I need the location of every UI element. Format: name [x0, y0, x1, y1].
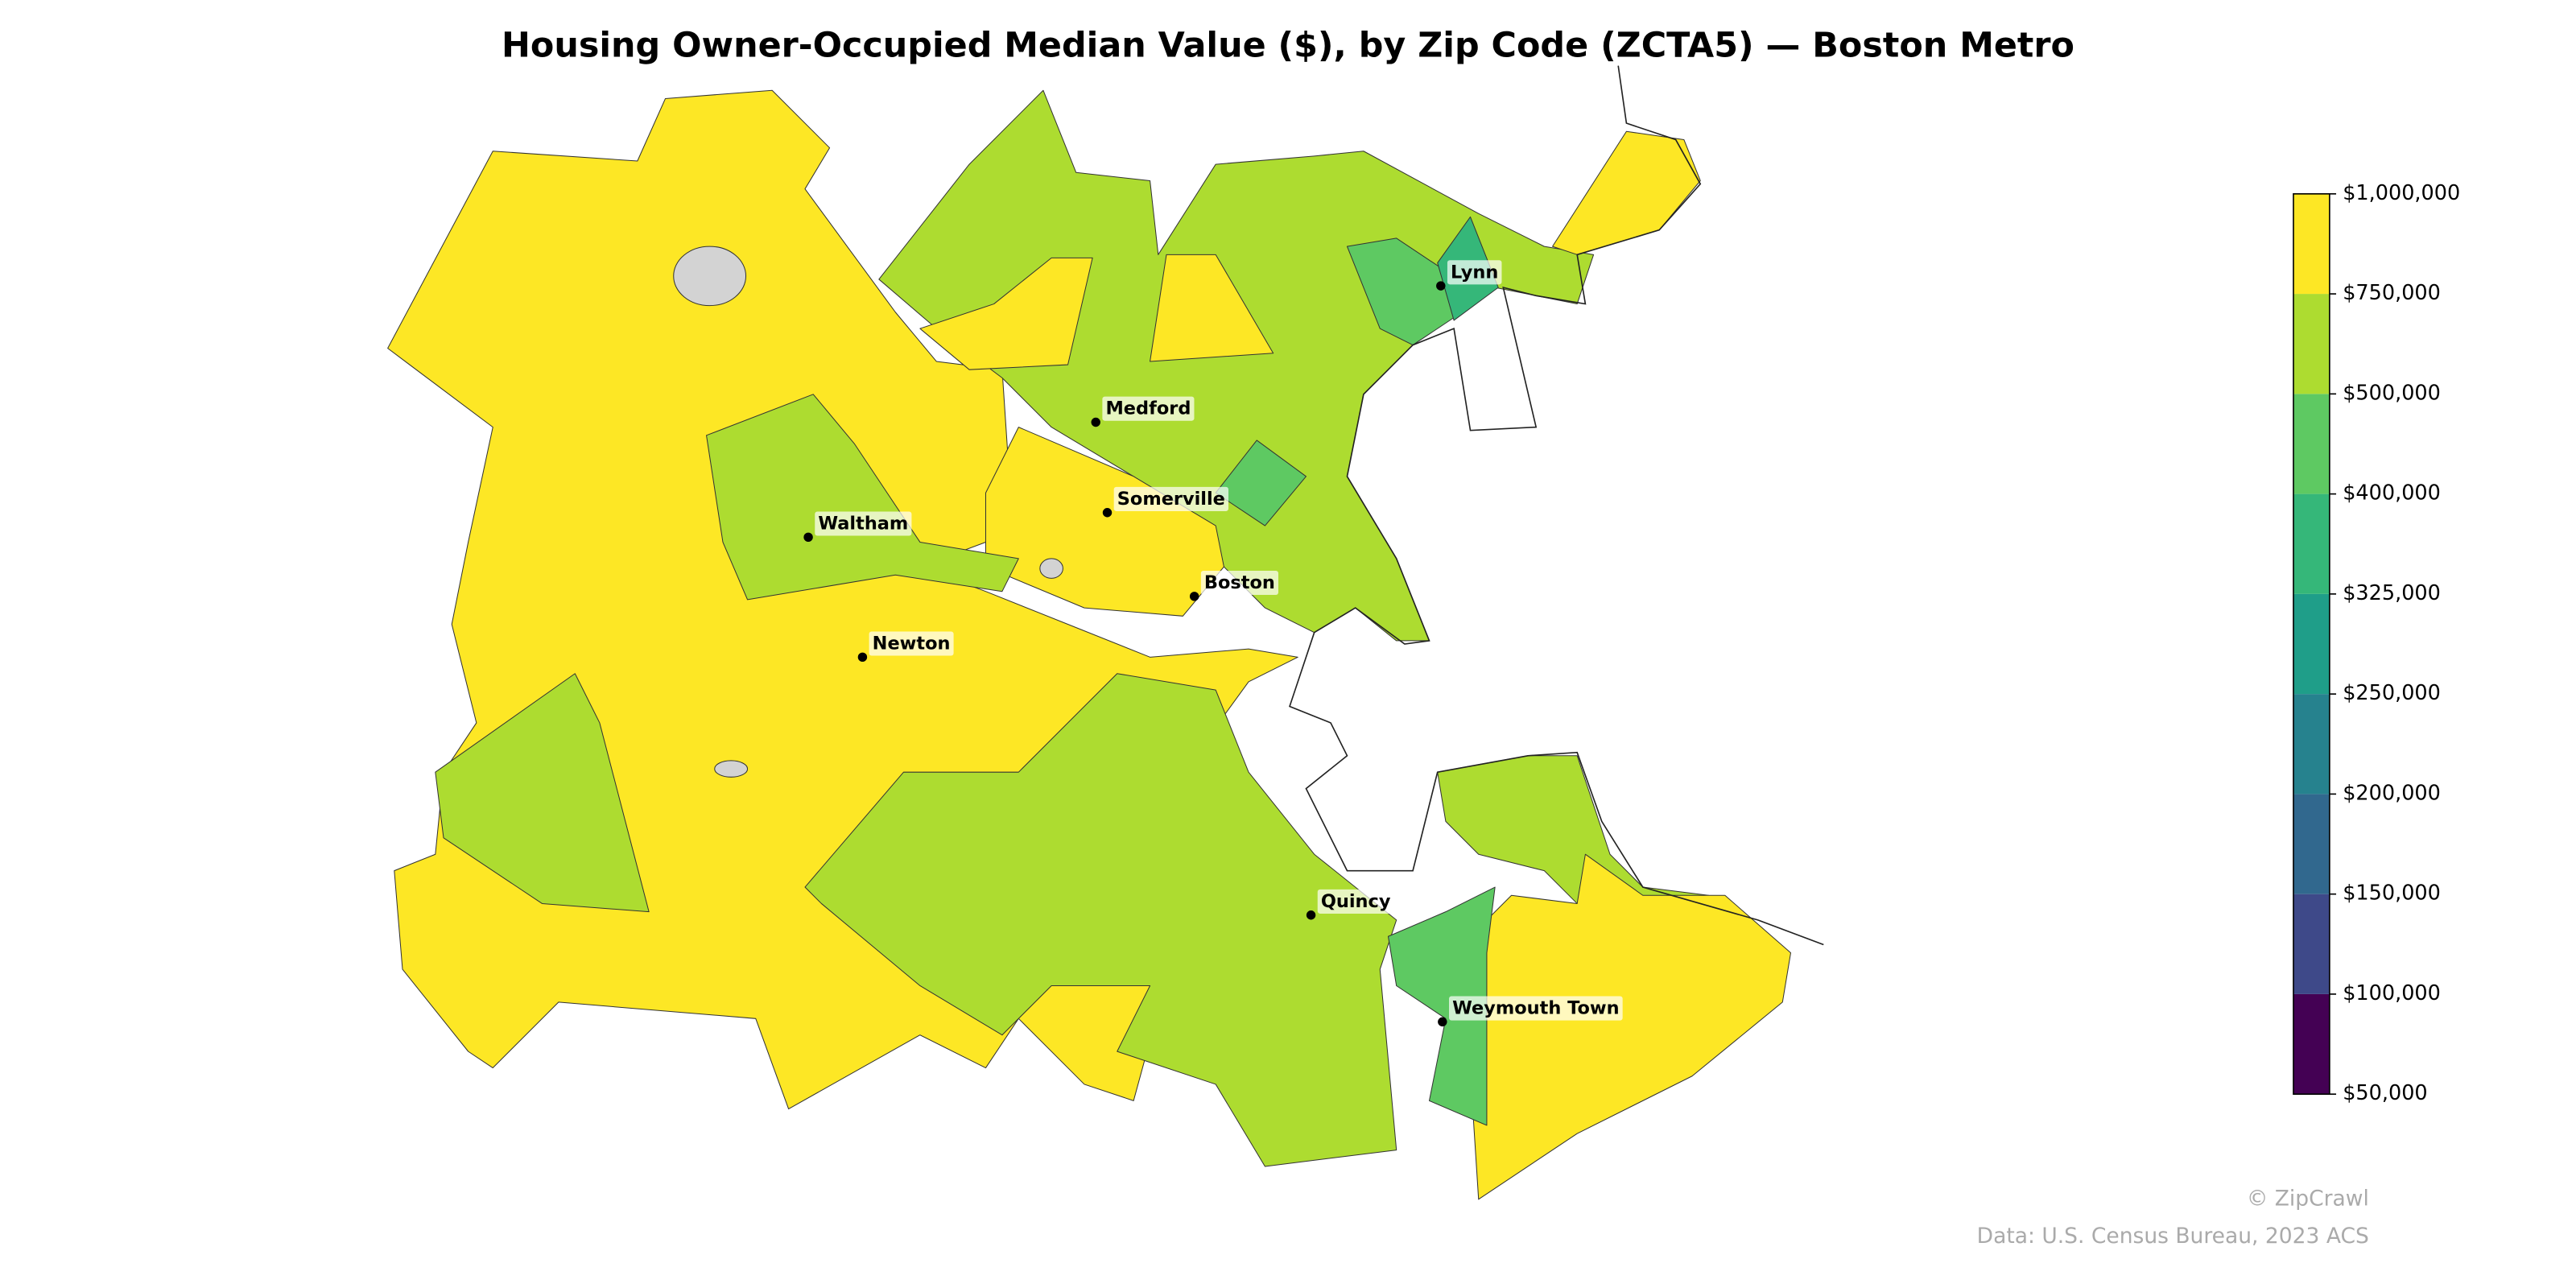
- region: [1387, 886, 1496, 1126]
- colorbar-tick-label: $50,000: [2343, 1081, 2427, 1105]
- colorbar-bin: [2293, 593, 2330, 695]
- map-regions: [387, 65, 1824, 1200]
- city-label-bg: [1200, 570, 1278, 596]
- region: [919, 257, 1093, 370]
- city-label: Newton: [873, 634, 951, 654]
- region: [1437, 755, 1709, 904]
- colorbar-tick-label: $400,000: [2343, 481, 2441, 506]
- region: [1552, 130, 1701, 255]
- colorbar-bin: [2293, 493, 2330, 594]
- city-label-bg: [1447, 260, 1502, 285]
- colorbar-bin: [2293, 794, 2330, 894]
- city-dot: [1189, 592, 1199, 601]
- city-label: Medford: [1105, 398, 1191, 419]
- colorbar-tick-label: $150,000: [2343, 881, 2441, 906]
- city-label: Boston: [1204, 572, 1275, 593]
- city-dot: [857, 652, 868, 663]
- city-label-bg: [1102, 396, 1195, 421]
- colorbar-bin: [2293, 894, 2330, 994]
- colorbar-tick-label: $100,000: [2343, 981, 2441, 1005]
- credit: © ZipCrawl: [2247, 1186, 2369, 1211]
- city-label-bg: [1113, 486, 1228, 511]
- city-label-bg: [815, 511, 912, 536]
- region: [1461, 853, 1791, 1200]
- city-dot: [803, 532, 813, 543]
- city-label-bg: [1317, 889, 1394, 914]
- city-label: Lynn: [1451, 262, 1498, 283]
- city-dot: [1438, 1017, 1447, 1027]
- region: [1215, 440, 1307, 526]
- city-dot: [1102, 508, 1113, 518]
- region: [804, 673, 1397, 1167]
- city-label-bg: [869, 631, 954, 656]
- colorbar-tick-label: $200,000: [2343, 781, 2441, 805]
- map-title: Housing Owner-Occupied Median Value ($),…: [502, 26, 2074, 66]
- no-data-region: [1039, 558, 1063, 579]
- colorbar-tick-label: $1,000,000: [2343, 181, 2460, 205]
- city-label: Weymouth Town: [1452, 998, 1620, 1019]
- colorbar-tick-label: $750,000: [2343, 281, 2441, 305]
- coastline: [1289, 65, 1824, 946]
- no-data-region: [714, 760, 749, 778]
- colorbar-bin: [2293, 294, 2330, 394]
- city-label: Waltham: [818, 514, 908, 535]
- colorbar-bin: [2293, 694, 2330, 795]
- region: [1150, 254, 1274, 362]
- colorbar-tick-label: $325,000: [2343, 581, 2441, 605]
- source-note: Data: U.S. Census Bureau, 2023 ACS: [1977, 1224, 2369, 1249]
- city-dot: [1091, 417, 1100, 427]
- no-data-region: [673, 246, 747, 307]
- colorbar-bin: [2293, 394, 2330, 494]
- region: [435, 673, 650, 913]
- city-label: Somerville: [1117, 489, 1225, 510]
- city-label: Quincy: [1321, 891, 1391, 912]
- city-label-bg: [1449, 996, 1623, 1021]
- colorbar-bin: [2293, 193, 2330, 295]
- colorbar-tick-label: $250,000: [2343, 681, 2441, 705]
- colorbar: $50,000 $100,000 $150,000 $200,000 $250,000 $…: [2293, 181, 2460, 1105]
- colorbar-bin: [2293, 993, 2330, 1095]
- city-dot: [1306, 910, 1316, 920]
- region: [706, 394, 1019, 601]
- city-dot: [1436, 281, 1446, 291]
- city-labels: Lynn Medford Somerville Waltham Boston Newton…: [803, 260, 1623, 1027]
- colorbar-tick-label: $500,000: [2343, 381, 2441, 405]
- colorbar-frame: [2293, 193, 2330, 1095]
